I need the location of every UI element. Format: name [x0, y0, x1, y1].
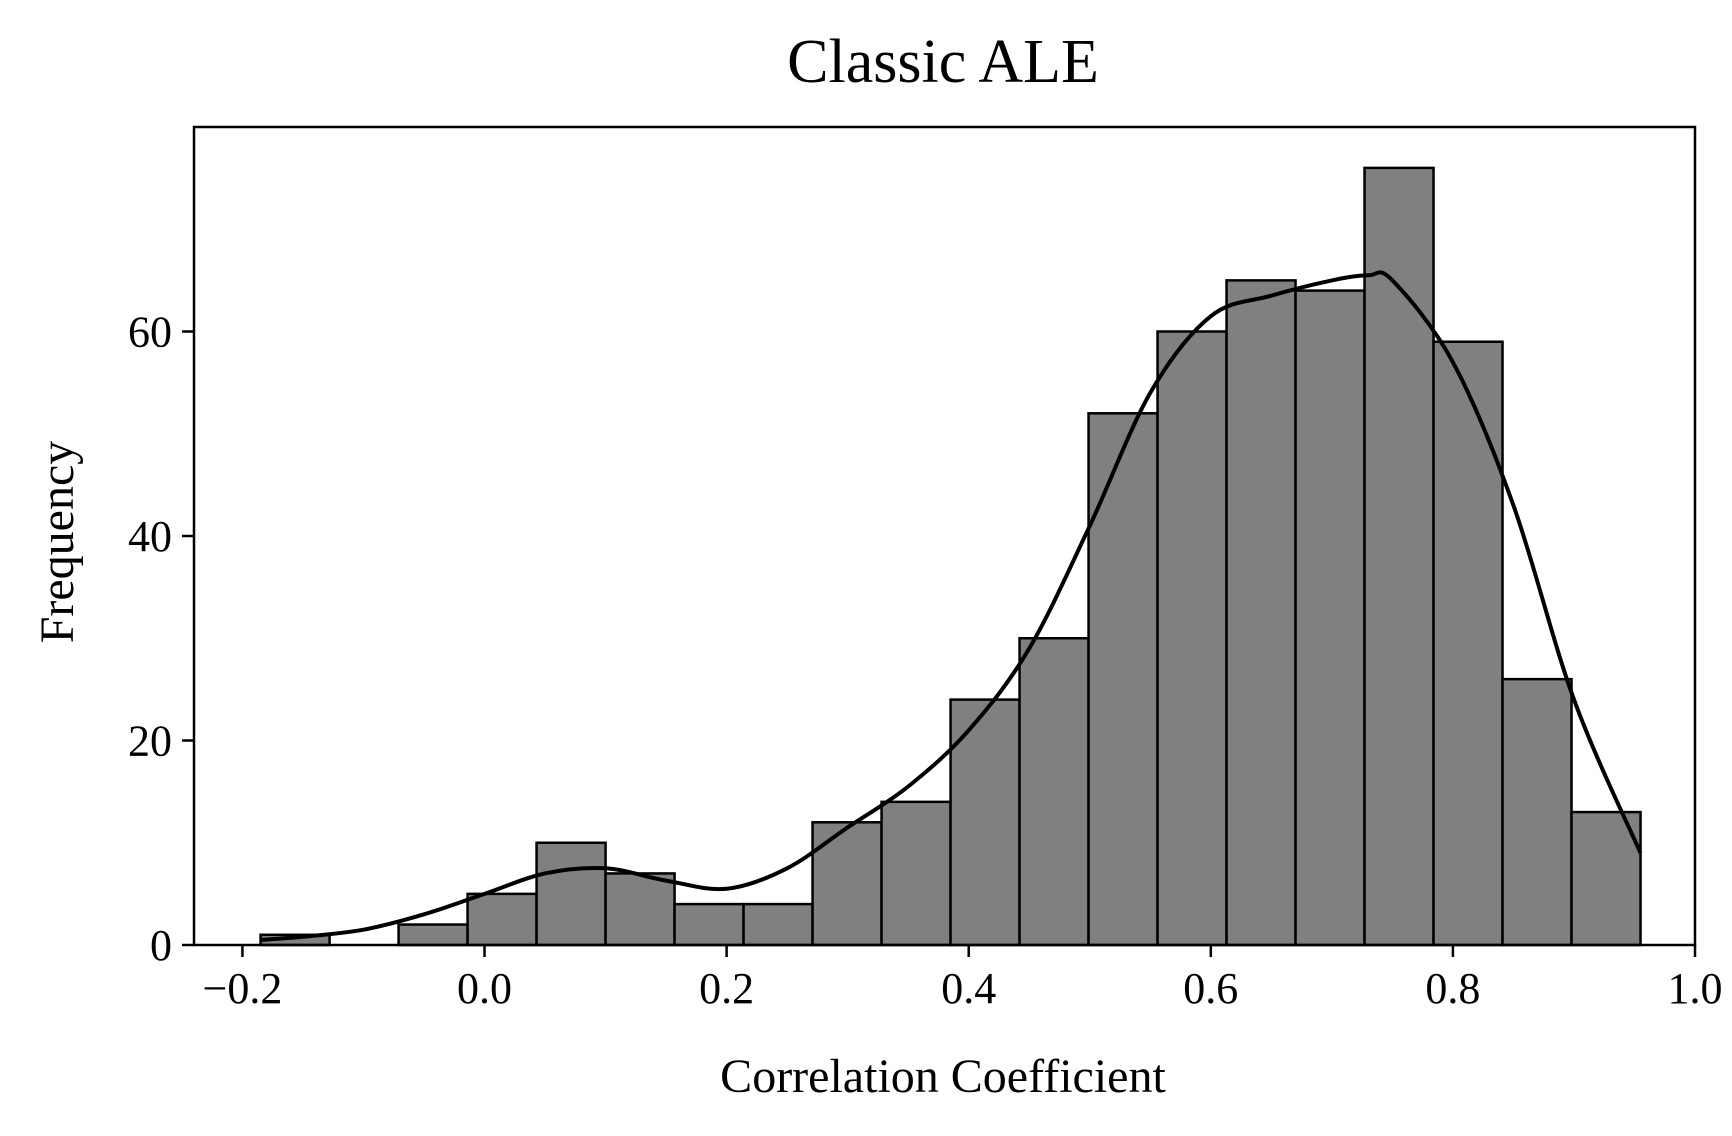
- x-tick-label: −0.2: [203, 964, 283, 1013]
- histogram-bar: [1501, 677, 1573, 947]
- histogram-bar: [1570, 810, 1642, 947]
- chart-title: Classic ALE: [787, 28, 1099, 96]
- kde-group: [260, 270, 1643, 942]
- y-tick-label: 20: [128, 717, 172, 766]
- plot-frame: [192, 125, 1697, 947]
- histogram-bar: [742, 902, 814, 947]
- histogram-bar: [1018, 637, 1090, 947]
- kde-line: [260, 270, 1643, 942]
- histogram-bar: [466, 892, 538, 947]
- ticks-group: −0.2 0.0 0.2 0.4 0.6 0.8 1.0 0 20 40 60: [128, 308, 1723, 1014]
- y-tick-label: 0: [150, 921, 172, 970]
- histogram-bar: [535, 841, 607, 947]
- histogram-bar: [1156, 330, 1228, 947]
- histogram-bar: [1087, 412, 1159, 947]
- y-axis-label: Frequency: [31, 441, 84, 644]
- y-tick-label: 60: [128, 308, 172, 357]
- histogram-bar: [673, 902, 745, 947]
- histogram-bar: [811, 821, 883, 947]
- histogram-bar: [604, 872, 676, 947]
- x-tick-label: 0.6: [1183, 964, 1238, 1013]
- x-tick-label: 0.2: [699, 964, 754, 1013]
- y-tick-label: 40: [128, 512, 172, 561]
- x-tick-label: 0.4: [941, 964, 996, 1013]
- histogram-bar: [397, 923, 469, 947]
- histogram-bar: [880, 800, 952, 947]
- x-tick-label: 0.8: [1425, 964, 1480, 1013]
- histogram-bar: [1294, 289, 1366, 947]
- x-tick-label: 0.0: [457, 964, 512, 1013]
- x-axis-label: Correlation Coefficient: [720, 1050, 1166, 1103]
- histogram-bar: [1432, 340, 1504, 947]
- x-tick-label: 1.0: [1668, 964, 1723, 1013]
- histogram-bar: [1225, 279, 1297, 947]
